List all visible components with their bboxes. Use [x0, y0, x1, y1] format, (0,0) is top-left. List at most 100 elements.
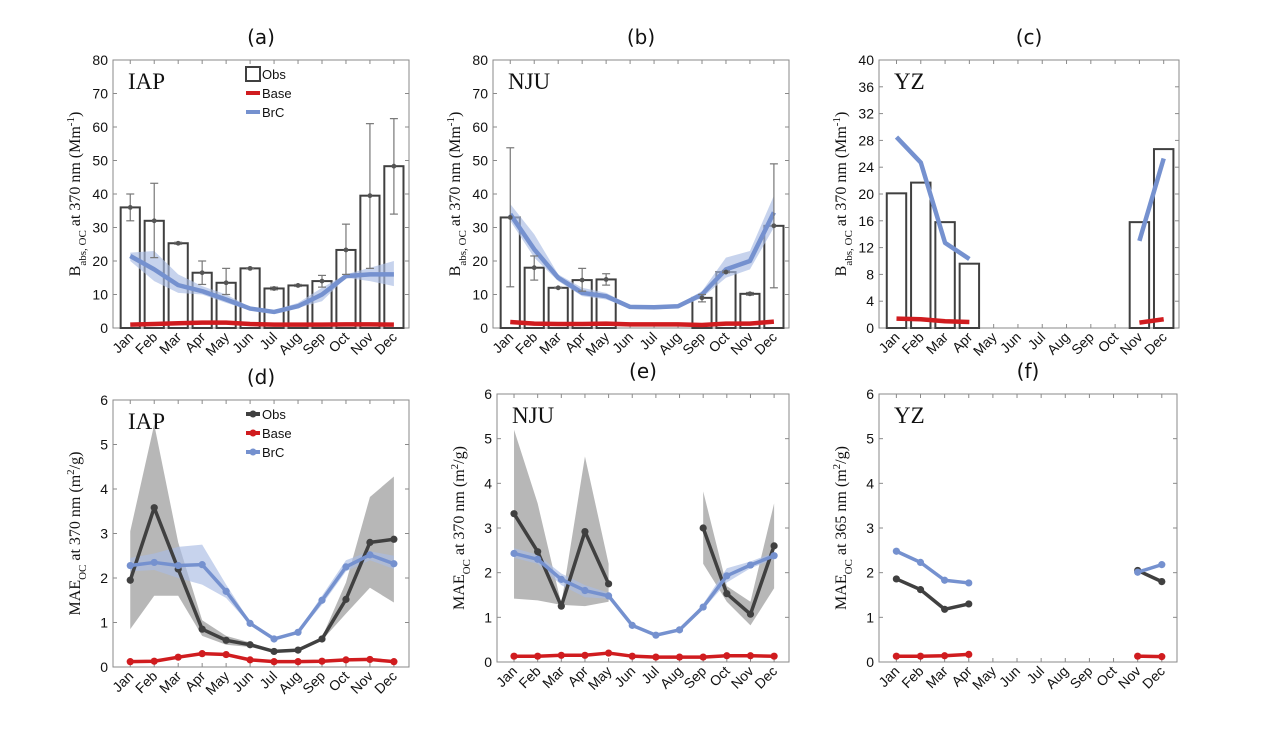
obs-line-point	[916, 586, 925, 594]
y-tick-label: 3	[484, 520, 492, 536]
obs-bar	[885, 192, 908, 329]
x-tick-label: Jun	[996, 663, 1023, 690]
legend-obs-marker	[249, 410, 257, 418]
x-tick-label: Aug	[275, 668, 304, 697]
obs-bar	[1152, 148, 1175, 329]
obs-mean-point	[151, 218, 157, 224]
y-tick-label: 50	[472, 153, 488, 169]
y-tick-label: 80	[92, 52, 108, 68]
x-tick-label: May	[202, 668, 232, 698]
y-axis-label-part: B	[447, 266, 464, 277]
base-line-point	[174, 653, 182, 661]
obs-line	[895, 577, 970, 612]
x-tick-label: Oct	[1093, 663, 1120, 690]
x-tick-label: Jun	[609, 329, 636, 356]
obs-line-point	[723, 590, 731, 598]
brc-line-point	[557, 575, 565, 583]
y-axis-label-part: )	[447, 112, 464, 117]
base-line-point	[628, 652, 636, 660]
brc-line-point	[1158, 561, 1166, 569]
y-axis-label-part: 2	[831, 464, 843, 470]
base-line	[896, 652, 969, 658]
obs-line-point	[342, 595, 350, 603]
y-tick-label: 20	[92, 253, 108, 269]
base-line-point	[941, 652, 949, 660]
base-line-point	[1158, 653, 1166, 661]
y-tick-label: 0	[100, 320, 108, 336]
x-tick-label: Oct	[325, 668, 352, 695]
brc-line-point	[628, 621, 636, 629]
x-tick-label: Apr	[182, 329, 209, 356]
y-tick-label: 4	[100, 481, 108, 497]
brc-line-point	[723, 572, 731, 580]
brc-line-point	[174, 561, 182, 570]
brc-line-point	[366, 551, 374, 559]
obs-line-point	[222, 636, 230, 644]
x-tick-label: Jun	[229, 668, 256, 695]
y-tick-label: 80	[472, 52, 488, 68]
x-tick-label: Oct	[706, 663, 733, 690]
x-tick-label: Aug	[1044, 329, 1073, 358]
x-tick-label: May	[202, 329, 232, 359]
obs-mean-point	[723, 269, 729, 275]
base-line-point	[892, 652, 900, 660]
x-tick-label: May	[970, 329, 1000, 359]
y-tick-label: 30	[92, 220, 108, 236]
base-line-point	[222, 650, 230, 659]
obs-mean-point	[223, 280, 229, 286]
y-axis-label-part: abs, OC	[77, 230, 89, 265]
brc-line-point	[318, 596, 326, 604]
y-axis-label: MAEOC at 370 nm (m2/g)	[449, 446, 473, 610]
y-tick-label: 6	[100, 392, 108, 408]
obs-line-point	[318, 635, 326, 643]
y-tick-label: 0	[866, 320, 874, 336]
y-axis-label-part: )	[833, 112, 850, 117]
obs-mean-point	[247, 265, 253, 271]
x-tick-label: Dec	[371, 668, 400, 697]
x-tick-label: May	[969, 663, 999, 693]
y-axis-label-part: at 370 nm (Mm	[447, 126, 464, 231]
base-line-point	[150, 657, 158, 665]
obs-line	[701, 527, 776, 616]
y-tick-label: 30	[472, 220, 488, 236]
base-line-point	[557, 651, 565, 659]
obs-mean-point	[367, 193, 373, 199]
y-tick-label: 2	[484, 565, 492, 581]
obs-line-point	[294, 646, 302, 654]
y-tick-label: 20	[472, 253, 488, 269]
obs-line-point	[246, 641, 254, 649]
obs-mean-point	[343, 247, 349, 253]
brc-line	[1137, 157, 1166, 242]
legend-brc-label: BrC	[262, 105, 284, 120]
y-axis-label-part: -1	[831, 117, 843, 126]
base-line	[896, 316, 970, 325]
obs-line	[128, 505, 395, 654]
base-line-point	[746, 652, 755, 660]
x-tick-label: Sep	[1068, 329, 1097, 358]
site-label: YZ	[894, 403, 925, 428]
obs-line-point	[746, 610, 755, 618]
base-line-point	[246, 656, 254, 664]
x-tick-label: Nov	[347, 668, 376, 697]
x-tick-label: Dec	[751, 329, 780, 358]
x-tick-label: Apr	[182, 668, 209, 695]
y-axis-label: MAEOC at 370 nm (m2/g)	[65, 452, 89, 616]
obs-line-point	[892, 575, 900, 583]
obs-line-point	[581, 527, 589, 536]
obs-mean-point	[295, 283, 301, 288]
y-tick-label: 1	[100, 615, 108, 631]
base-line	[1139, 317, 1165, 325]
x-tick-label: Feb	[898, 663, 927, 692]
legend-brc-marker	[249, 448, 257, 456]
brc-uncertainty-band	[130, 544, 394, 641]
x-tick-label: Mar	[156, 668, 185, 697]
base-line-point	[270, 658, 278, 666]
x-tick-label: Mar	[156, 329, 185, 358]
obs-mean-point	[747, 291, 753, 297]
x-tick-label: Dec	[751, 663, 780, 692]
obs-mean-point	[175, 240, 181, 246]
y-axis-label: MAEOC at 365 nm (m2/g)	[831, 446, 855, 610]
obs-bar	[1128, 221, 1151, 329]
x-tick-label: Feb	[515, 663, 544, 692]
site-label: IAP	[128, 69, 165, 94]
